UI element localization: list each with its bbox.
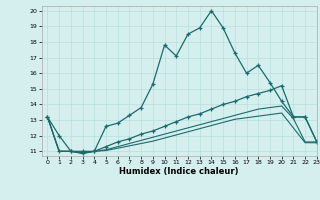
X-axis label: Humidex (Indice chaleur): Humidex (Indice chaleur): [119, 167, 239, 176]
